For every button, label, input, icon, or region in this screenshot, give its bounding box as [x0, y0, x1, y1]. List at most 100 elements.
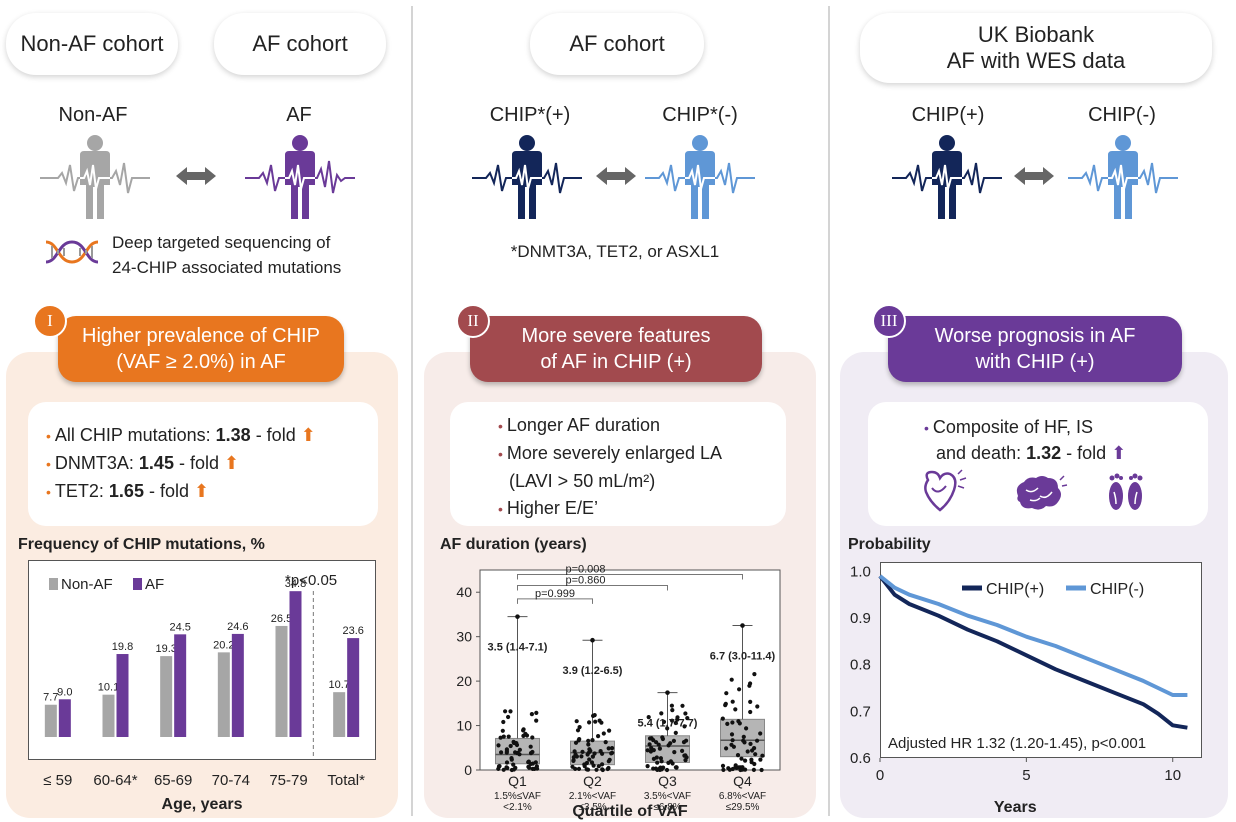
bar-chart-title: Frequency of CHIP mutations, % [18, 536, 265, 553]
box-data-point [593, 719, 598, 724]
bar-af-1 [116, 654, 129, 737]
x-sublabel: ≤29.5% [726, 802, 760, 813]
column-divider-2 [828, 6, 830, 816]
bar-af-4 [289, 591, 302, 737]
box-data-point [748, 709, 753, 715]
box-data-point [501, 767, 506, 772]
bullet-af-duration: • Longer AF duration [498, 415, 661, 435]
banner-3-line-2: with CHIP (+) [975, 351, 1095, 373]
chip-footnote: *DNMT3A, TET2, or ASXL1 [510, 242, 720, 261]
box-data-point [573, 766, 578, 771]
box-data-point [725, 721, 730, 726]
bullet-composite: • Composite of HF, IS [924, 417, 1093, 437]
bar-non-af-1 [102, 694, 115, 737]
legend-swatch-af [133, 578, 142, 590]
bar-non-af-2 [160, 656, 173, 737]
box-data-point [508, 709, 513, 714]
box-data-point [680, 748, 685, 753]
box-summary-label: 3.5 (1.4-7.1) [488, 642, 548, 654]
fold-card-1: • All CHIP mutations: 1.38 - fold ⬆ • DNMT… [28, 402, 378, 526]
box-data-point [499, 750, 504, 755]
banner-2: More severe features of AF in CHIP (+) [470, 316, 762, 382]
km-curve-chip-neg [878, 574, 1188, 697]
box-data-point [673, 730, 678, 735]
box-data-point [529, 712, 534, 717]
bar-value-label: 24.5 [169, 621, 190, 633]
bar-non-af-0 [44, 704, 57, 737]
box-data-point [729, 732, 735, 737]
legend-label-af: AF [145, 576, 164, 593]
box-data-point [752, 761, 757, 767]
box-data-point [673, 765, 678, 770]
box-data-point [517, 747, 522, 752]
km-chart-frame [880, 562, 1202, 758]
box-data-point [733, 707, 738, 712]
box-data-point [647, 742, 652, 747]
box-data-point [670, 708, 675, 713]
box-data-point [758, 757, 763, 762]
x-tick-label: Q1 [508, 773, 527, 789]
box-data-point [658, 756, 663, 761]
bar-non-af-5 [333, 692, 346, 737]
bar-non-af-4 [275, 625, 288, 737]
box-data-point [724, 691, 729, 696]
box-data-point [530, 735, 535, 740]
chip-neg-person-ecg-icon-3 [1068, 135, 1178, 219]
double-arrow-icon [1014, 167, 1054, 185]
comparison-bracket [517, 598, 593, 604]
box-data-point [596, 734, 601, 739]
box-data-point [671, 738, 676, 743]
box-data-point [606, 746, 611, 751]
box-data-point [498, 735, 503, 740]
dna-icon [45, 240, 99, 264]
chip-neg-person-ecg-icon [645, 135, 755, 219]
y-tick-label: 30 [456, 629, 472, 645]
box-data-point [580, 749, 585, 754]
box-data-point [654, 740, 659, 745]
box-data-point [535, 766, 540, 771]
footprints-icon [1109, 473, 1143, 510]
box-data-point [657, 746, 662, 751]
up-arrow-icon: ⬆ [194, 481, 210, 501]
box-data-point [514, 741, 519, 746]
bullet-enlarged-la: • More severely enlarged LA [498, 443, 723, 463]
bar-af-3 [231, 633, 244, 737]
comparison-p-value: p=0.008 [565, 563, 605, 575]
bar-value-label: 23.6 [342, 625, 363, 637]
box-data-point [592, 751, 597, 756]
box-data-point [733, 764, 738, 769]
y-tick-label: 40 [456, 584, 472, 600]
box-data-point [506, 714, 511, 720]
box-data-point [528, 761, 533, 767]
box-data-point [610, 750, 615, 755]
bar-value-label: 19.8 [112, 641, 133, 653]
box-data-point [721, 767, 726, 772]
box-summary-label: 5.4 (1.7-7.7) [638, 718, 698, 730]
box-data-point [758, 731, 763, 736]
box-data-point [651, 766, 656, 771]
y-tick-label: 0.8 [850, 657, 871, 674]
box-data-point [607, 728, 612, 733]
box-data-point [755, 738, 760, 743]
box-data-point [743, 758, 748, 763]
x-sublabel: 2.1%<VAF [569, 791, 616, 802]
box-data-point [596, 764, 601, 769]
box-data-point [682, 724, 687, 729]
box-data-point [591, 713, 596, 718]
box-data-point [528, 744, 533, 749]
box-data-point [574, 719, 579, 724]
bar-value-label: 10.1 [98, 682, 119, 694]
x-tick-label: Q2 [583, 773, 602, 789]
af-label: AF [286, 104, 312, 126]
heart-icon [924, 469, 967, 512]
x-tick-label: 75-79 [269, 772, 307, 789]
box-data-point [496, 743, 501, 748]
box-data-point [745, 749, 750, 754]
box-data-point [685, 716, 690, 721]
box-data-point [504, 749, 509, 754]
box-data-point [582, 764, 587, 769]
banner-2-line-1: More severe features [521, 325, 711, 347]
sequencing-text: Deep targeted sequencing of 24-CHIP asso… [112, 230, 341, 280]
x-tick-label: 70-74 [212, 772, 250, 789]
box-data-point [669, 703, 674, 708]
